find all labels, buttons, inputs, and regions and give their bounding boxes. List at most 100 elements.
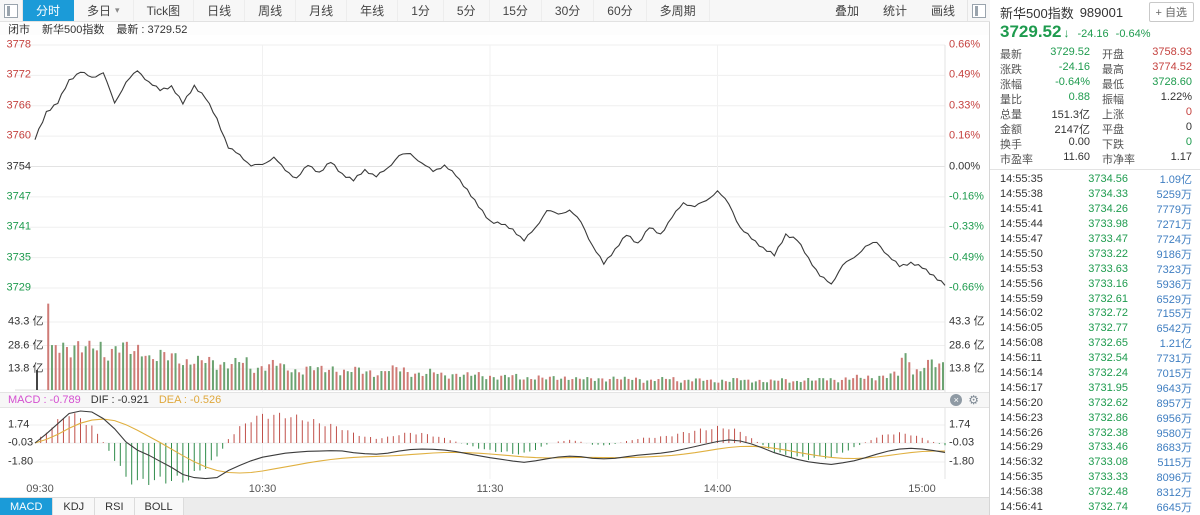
- indicator-tab-MACD[interactable]: MACD: [0, 498, 54, 515]
- chart-canvas[interactable]: [0, 22, 990, 515]
- tick-price: 3732.74: [1088, 501, 1128, 514]
- tick-time: 14:56:20: [1000, 396, 1043, 409]
- tick-row: 14:55:44 3733.98 7271万: [1000, 217, 1192, 232]
- tick-row: 14:56:32 3733.08 5115万: [1000, 455, 1192, 470]
- price-axis-label: 3754: [6, 160, 31, 172]
- tick-price: 3733.08: [1088, 456, 1128, 469]
- price-axis-label: 3760: [6, 129, 31, 142]
- tick-price: 3732.38: [1088, 426, 1128, 439]
- quote-stat-下跌: 下跌 0: [1102, 136, 1192, 152]
- period-tab-15分[interactable]: 15分: [490, 0, 542, 21]
- tab-label: 月线: [309, 4, 334, 18]
- dif-value-label: DIF : -0.921: [90, 394, 149, 406]
- period-tab-30分[interactable]: 30分: [542, 0, 595, 21]
- indicator-settings-gear-icon[interactable]: ⚙: [968, 393, 979, 407]
- quote-stat-最新: 最新 3729.52: [1000, 46, 1090, 62]
- tick-price: 3732.72: [1088, 307, 1128, 320]
- tick-row: 14:56:02 3732.72 7155万: [1000, 306, 1192, 321]
- period-tab-多周期[interactable]: 多周期: [647, 0, 710, 21]
- tick-volume: 7779万: [1156, 204, 1192, 217]
- tick-time: 14:56:23: [1000, 411, 1043, 424]
- layout-panel-toggle-icon[interactable]: [0, 0, 23, 21]
- tab-label: 15分: [502, 4, 528, 18]
- quote-stats-grid: 最新 3729.52 开盘 3758.93 涨跌 -24.16 最高 3774.52 涨幅 -0.…: [990, 46, 1200, 166]
- tick-row: 14:55:47 3733.47 7724万: [1000, 232, 1192, 247]
- tick-row: 14:55:38 3734.33 5259万: [1000, 187, 1192, 202]
- volume-axis-label: 43.3 亿: [8, 315, 44, 328]
- stat-label: 平盘: [1102, 123, 1124, 136]
- stat-value: 0: [1185, 120, 1192, 133]
- tick-time: 14:56:35: [1000, 471, 1043, 484]
- period-tab-Tick图[interactable]: Tick图: [134, 0, 195, 21]
- tick-time: 14:55:47: [1000, 233, 1043, 245]
- toolbar-action-叠加[interactable]: 叠加: [834, 4, 859, 18]
- stat-label: 量比: [1000, 93, 1022, 106]
- quote-stat-row: 量比 0.88 振幅 1.22%: [1000, 91, 1192, 106]
- add-watchlist-button[interactable]: + 自选: [1148, 2, 1194, 22]
- tick-time: 14:56:17: [1000, 381, 1043, 394]
- period-tab-日线[interactable]: 日线: [194, 0, 246, 21]
- toolbar-action-画线[interactable]: 画线: [930, 4, 955, 18]
- tick-time: 14:56:14: [1000, 367, 1043, 380]
- tick-volume: 7724万: [1156, 234, 1192, 247]
- tick-time: 14:56:38: [1000, 486, 1043, 499]
- right-panel-toggle-icon[interactable]: [967, 0, 990, 21]
- close-indicator-icon[interactable]: ×: [950, 394, 963, 406]
- tick-volume: 9186万: [1156, 248, 1192, 261]
- tick-row: 14:56:41 3732.74 6645万: [1000, 500, 1192, 515]
- tick-row: 14:55:53 3733.63 7323万: [1000, 261, 1192, 276]
- tick-row: 14:56:08 3732.65 1.21亿: [1000, 336, 1192, 351]
- stat-value: 0.88: [1068, 90, 1090, 103]
- period-tab-周线[interactable]: 周线: [245, 0, 297, 21]
- quote-header: 新华500指数 989001 + 自选: [990, 2, 1200, 22]
- price-change-pct: -0.64%: [1115, 28, 1151, 40]
- volume-axis-label: 28.6 亿: [949, 339, 985, 351]
- macd-indicator-bar: MACD : -0.789 DIF : -0.921 DEA : -0.526 …: [0, 392, 989, 408]
- tick-price: 3733.16: [1088, 277, 1128, 290]
- quote-stat-row: 总量 151.3亿 上涨 0: [1000, 106, 1192, 121]
- toolbar-action-统计[interactable]: 统计: [882, 4, 907, 18]
- pct-axis-label: 0.16%: [949, 129, 981, 142]
- tick-volume: 6956万: [1156, 412, 1192, 425]
- tick-time: 14:56:05: [1000, 322, 1043, 335]
- latest-price: 最新 : 3729.52: [116, 23, 188, 36]
- tick-time: 14:56:11: [1000, 352, 1043, 365]
- stat-value: 2147亿: [1054, 123, 1090, 136]
- indicator-tab-KDJ[interactable]: KDJ: [53, 498, 96, 515]
- tick-time: 14:56:08: [1000, 337, 1043, 350]
- period-tab-60分[interactable]: 60分: [594, 0, 647, 21]
- tick-time: 14:56:02: [1000, 307, 1043, 320]
- quote-divider: [990, 169, 1200, 170]
- quote-stat-平盘: 平盘 0: [1102, 121, 1192, 137]
- time-axis-label: 11:30: [476, 483, 504, 495]
- tick-price: 3733.63: [1088, 262, 1128, 275]
- macd-axis-label: 1.74: [949, 418, 971, 431]
- tick-row: 14:56:38 3732.48 8312万: [1000, 485, 1192, 500]
- tick-row: 14:55:35 3734.56 1.09亿: [1000, 172, 1192, 187]
- quote-stat-上涨: 上涨 0: [1102, 106, 1192, 122]
- price-axis-label: 3747: [6, 190, 31, 203]
- dea-line: [34, 418, 945, 474]
- stat-label: 最高: [1102, 63, 1124, 76]
- price-change: -24.16: [1077, 28, 1109, 40]
- period-tab-分时[interactable]: 分时: [23, 0, 75, 21]
- market-state: 闭市: [8, 23, 30, 36]
- macd-histogram: [40, 412, 946, 485]
- tick-row: 14:56:23 3732.86 6956万: [1000, 410, 1192, 425]
- indicator-tab-BOLL[interactable]: BOLL: [134, 498, 184, 515]
- quote-stat-row: 换手 0.00 下跌 0: [1000, 136, 1192, 151]
- quote-stat-最低: 最低 3728.60: [1102, 76, 1192, 92]
- period-tab-5分[interactable]: 5分: [444, 0, 490, 21]
- stat-label: 上涨: [1102, 108, 1124, 121]
- period-tab-年线[interactable]: 年线: [347, 0, 399, 21]
- tick-time: 14:56:41: [1000, 501, 1043, 514]
- tick-price: 3734.26: [1088, 203, 1128, 216]
- period-tab-月线[interactable]: 月线: [296, 0, 348, 21]
- indicator-tab-RSI[interactable]: RSI: [95, 498, 135, 515]
- tick-volume: 6645万: [1156, 502, 1192, 515]
- period-tab-多日[interactable]: 多日 ▾: [74, 0, 134, 21]
- period-tab-1分[interactable]: 1分: [398, 0, 444, 21]
- quote-stat-row: 金额 2147亿 平盘 0: [1000, 121, 1192, 136]
- pct-axis-label: -0.49%: [949, 251, 984, 264]
- tick-trade-list[interactable]: 14:55:35 3734.56 1.09亿 14:55:38 3734.33 5259万…: [990, 171, 1200, 515]
